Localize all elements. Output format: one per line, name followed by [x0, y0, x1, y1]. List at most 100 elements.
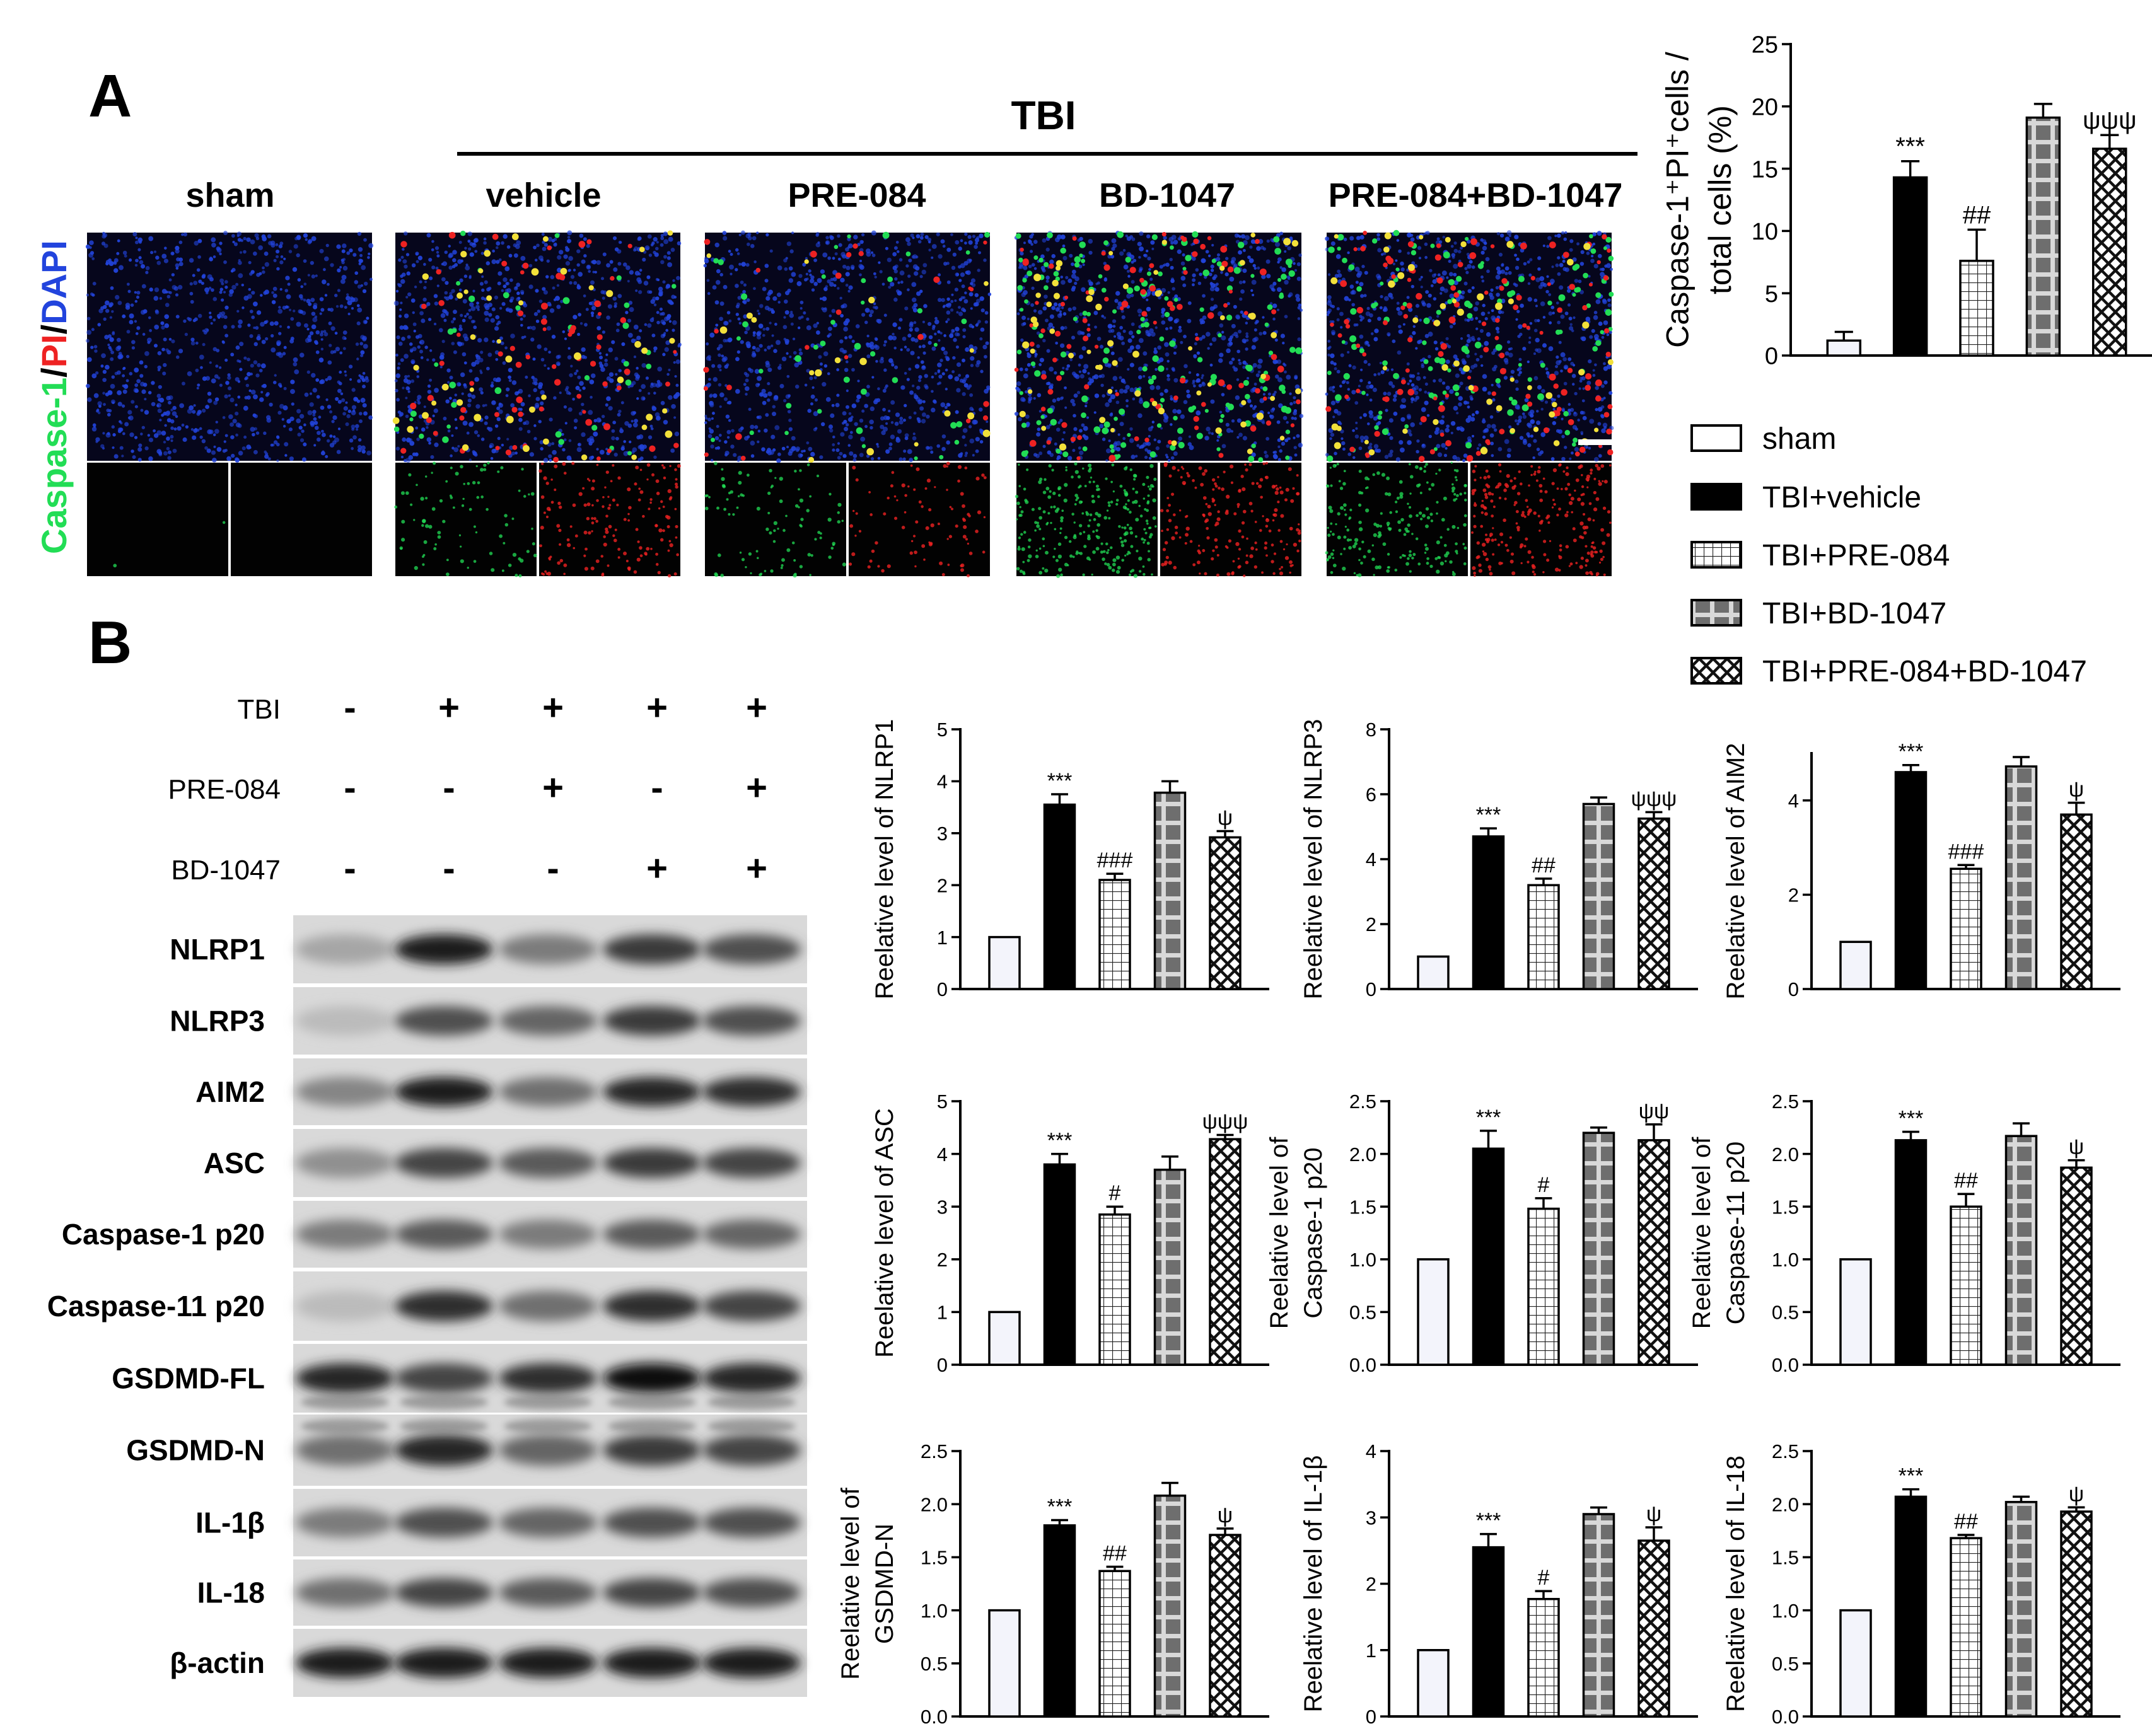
- y-tick-label: 5: [1765, 281, 1778, 308]
- blot-6: Caspase-11 p20: [47, 1271, 807, 1341]
- y-tick-label: 1.5: [1349, 1196, 1376, 1218]
- treatment-label: TBI: [238, 694, 281, 725]
- blot-band: [395, 934, 493, 964]
- y-tick-label: 4: [1366, 1440, 1376, 1462]
- bar: [1472, 1147, 1505, 1366]
- channel-pi-3: [848, 461, 990, 577]
- blot-band: [296, 1648, 394, 1678]
- significance-mark: ##: [1963, 201, 1991, 229]
- y-tick-label: 0: [937, 978, 948, 1000]
- y-tick-label: 4: [1366, 848, 1376, 871]
- micrograph-4: [1014, 231, 1304, 579]
- treatment-sign: +: [542, 767, 564, 808]
- legend-label: TBI+BD-1047: [1762, 597, 1946, 630]
- blot-band: [296, 1148, 394, 1178]
- blot-band: [499, 1434, 597, 1466]
- blot-band: [395, 1363, 493, 1394]
- stain-pi-label: PI: [34, 334, 74, 367]
- blot-label: IL-1β: [195, 1507, 265, 1539]
- chart-caspase11_p20: 0.0 0.5 1.0 1.5 2.0 2.5 Reelative level of Casp…: [1688, 1091, 2120, 1376]
- treatment-sign: -: [344, 848, 356, 889]
- y-axis-label: Caspase-1⁺PI⁺cells /: [1660, 52, 1695, 348]
- blot-band: [499, 1148, 597, 1178]
- blot-band: [395, 1507, 493, 1538]
- significance-mark: ψψψ: [1631, 787, 1677, 811]
- legend-label: TBI+PRE-084: [1762, 539, 1950, 572]
- bar: [1894, 771, 1928, 990]
- y-axis-label: Reelative level of: [1688, 1137, 1716, 1329]
- legend-swatch: [1690, 424, 1742, 452]
- bar: [1153, 1494, 1187, 1718]
- blot-band: [296, 1005, 394, 1036]
- blot-label: Caspase-11 p20: [47, 1290, 265, 1322]
- y-tick-label: 2.5: [1349, 1091, 1376, 1113]
- bar: [1209, 836, 1242, 990]
- legend-label: sham: [1762, 422, 1836, 456]
- y-tick-label: 2: [937, 1249, 948, 1271]
- y-tick-label: 25: [1752, 32, 1778, 59]
- blot-band: [395, 1219, 493, 1249]
- blot-7: GSDMD-FL: [112, 1344, 807, 1413]
- y-tick-label: 2.5: [1772, 1440, 1799, 1462]
- group-label-pre084: PRE-084: [788, 176, 926, 214]
- significance-mark: #: [1538, 1566, 1550, 1590]
- bar: [2060, 1166, 2093, 1366]
- blot-band: [702, 1290, 801, 1322]
- bar: [1043, 1163, 1076, 1366]
- chart-nlrp1: 0 1 2 3 4 5 Reelative level of NLRP1 *** ### ψ: [871, 719, 1269, 1000]
- micrograph-2: [392, 230, 682, 578]
- significance-mark: ***: [1476, 1509, 1501, 1533]
- treatment-sign: -: [547, 848, 559, 889]
- blot-band: [499, 1363, 597, 1394]
- channel-caspase-2: [394, 461, 537, 577]
- y-tick-label: 0: [1765, 344, 1778, 370]
- significance-mark: ψ: [1646, 1502, 1661, 1526]
- legend-entry: TBI+BD-1047: [1690, 597, 1946, 630]
- blot-10: IL-18: [197, 1560, 807, 1626]
- bar: [1153, 1168, 1187, 1366]
- blot-band: [603, 1148, 701, 1178]
- treatment-sign: +: [746, 848, 767, 889]
- treatment-label: PRE-084: [168, 774, 281, 805]
- significance-mark: ***: [1047, 1129, 1073, 1153]
- bar: [1582, 1513, 1615, 1718]
- panel-a-letter: A: [88, 62, 132, 130]
- bar: [988, 1311, 1021, 1366]
- blot-band: [395, 1578, 493, 1607]
- significance-mark: ###: [1948, 840, 1984, 864]
- y-tick-label: 2.5: [1772, 1091, 1799, 1113]
- y-tick-label: 1: [1366, 1640, 1376, 1662]
- y-axis-label: total cells (%): [1702, 105, 1738, 294]
- treatment-sign: +: [746, 767, 767, 808]
- significance-mark: ***: [1476, 1106, 1501, 1130]
- group-label-bd1047: BD-1047: [1099, 176, 1235, 214]
- channel-caspase-4: [1015, 462, 1158, 579]
- y-tick-label: 2.0: [1349, 1143, 1376, 1166]
- y-tick-label: 1: [937, 1302, 948, 1324]
- blot-band: [395, 1648, 493, 1678]
- blot-band: [395, 1434, 493, 1466]
- bar: [1472, 1546, 1505, 1718]
- y-tick-label: 4: [937, 771, 948, 793]
- significance-mark: ψ: [1218, 1503, 1233, 1527]
- bar: [2060, 1510, 2093, 1718]
- y-tick-label: 2.0: [1772, 1493, 1799, 1515]
- channel-pi-1: [231, 463, 372, 576]
- y-tick-label: 2: [1788, 884, 1799, 906]
- significance-mark: ψ: [2069, 1135, 2084, 1159]
- blot-8: GSDMD-N: [126, 1415, 807, 1486]
- significance-mark: ψψψ: [2083, 107, 2137, 134]
- bar: [1472, 835, 1505, 990]
- blot-band: [499, 1005, 597, 1036]
- significance-mark: ##: [1954, 1510, 1978, 1534]
- treatment-sign: -: [344, 687, 356, 728]
- chart-caspase1_p20: 0.0 0.5 1.0 1.5 2.0 2.5 Reelative level of Casp…: [1265, 1091, 1698, 1376]
- bar: [1839, 1258, 1872, 1366]
- bar: [1637, 1139, 1670, 1366]
- y-axis-label: Reelative level of: [1265, 1137, 1293, 1329]
- blot-band: [603, 1290, 701, 1322]
- y-axis-label: Reelative level of AIM2: [1722, 743, 1750, 1000]
- significance-mark: ##: [1954, 1169, 1978, 1193]
- y-tick-label: 2.0: [921, 1493, 948, 1515]
- y-tick-label: 3: [937, 823, 948, 845]
